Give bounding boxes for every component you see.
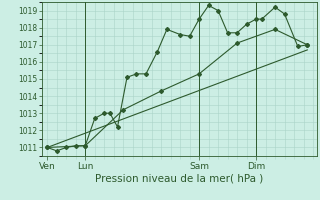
X-axis label: Pression niveau de la mer( hPa ): Pression niveau de la mer( hPa ) — [95, 173, 263, 183]
